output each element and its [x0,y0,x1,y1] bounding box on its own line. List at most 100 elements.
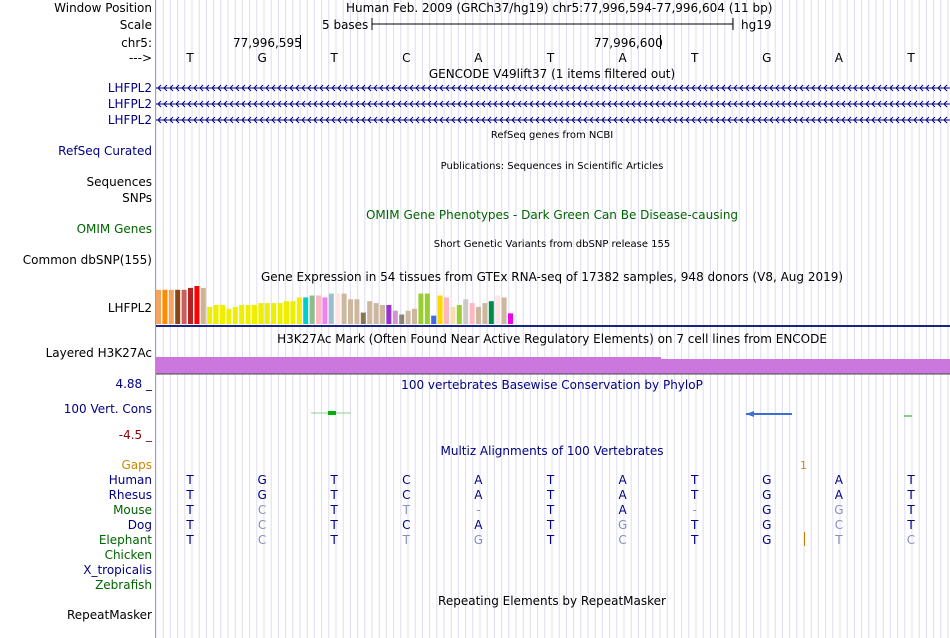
gtex-tissue-bar [348,299,353,324]
gencode-strand-chevron [553,84,558,92]
gtex-tissue-bar [207,306,213,324]
gencode-label-1[interactable]: LHFPL2 [107,81,152,95]
gencode-strand-chevron [667,116,672,124]
gtex-tissue-bar [418,293,424,324]
aligned-base: T [546,503,555,517]
dbsnp-label[interactable]: Common dbSNP(155) [22,253,152,267]
multiz-title[interactable]: Multiz Alignments of 100 Vertebrates [440,444,664,458]
gencode-label-3[interactable]: LHFPL2 [107,113,152,127]
publications-snps-label[interactable]: SNPs [122,191,152,205]
gencode-strand-chevron [679,100,684,108]
gencode-strand-chevron [457,100,462,108]
species-label[interactable]: Zebrafish [95,578,152,592]
gencode-strand-chevron [589,116,594,124]
gencode-strand-chevron [451,116,456,124]
gencode-strand-chevron [679,116,684,124]
aligned-base: G [617,518,628,532]
aligned-base: G [762,488,772,502]
aligned-base: C [402,473,411,487]
gencode-strand-chevron [913,116,918,124]
repeatmasker-label[interactable]: RepeatMasker [66,608,152,622]
species-label[interactable]: Elephant [98,533,152,547]
gencode-strand-chevron [673,84,678,92]
gencode-strand-chevron [673,116,678,124]
gencode-strand-chevron [889,100,894,108]
gencode-strand-chevron [547,100,552,108]
h3k27ac-label[interactable]: Layered H3K27Ac [45,346,152,360]
coord-left: 77,996,595 [233,36,302,50]
gencode-strand-chevron [889,116,894,124]
gencode-strand-chevron [799,116,804,124]
species-label[interactable]: Rhesus [108,488,152,502]
gencode-strand-chevron [775,84,780,92]
species-label[interactable]: X_tropicalis [83,563,152,577]
h3k27ac-signal[interactable] [156,355,950,375]
h3k27ac-title[interactable]: H3K27Ac Mark (Often Found Near Active Re… [277,332,827,346]
gencode-strand-chevron [337,100,342,108]
h3k27ac-signal-high [156,357,661,374]
publications-sequences-label[interactable]: Sequences [86,175,152,189]
phylop-label[interactable]: 100 Vert. Cons [63,402,152,416]
omim-label[interactable]: OMIM Genes [76,222,152,236]
gencode-strand-chevron [685,84,690,92]
gencode-strand-chevron [397,84,402,92]
aligned-base: T [835,533,843,547]
aligned-base: T [907,488,915,502]
gencode-strand-chevron [313,116,318,124]
gtex-title[interactable]: Gene Expression in 54 tissues from GTEx … [260,270,844,284]
gencode-strand-chevron [481,100,486,108]
gencode-strand-chevron [721,84,726,92]
gencode-strand-chevron [307,100,312,108]
gencode-strand-chevron [859,116,864,124]
refseq-title[interactable]: RefSeq genes from NCBI [490,130,614,141]
publications-title[interactable]: Publications: Sequences in Scientific Ar… [440,161,664,172]
gencode-strand-chevron [271,84,276,92]
gencode-strand-chevron [835,100,840,108]
aligned-base: T [691,533,699,547]
gencode-title[interactable]: GENCODE V49lift37 (1 items filtered out) [428,67,676,81]
gencode-strand-chevron [553,100,558,108]
gencode-strand-chevron [499,100,504,108]
aligned-base: T [546,533,555,547]
gencode-strand-chevron [727,116,732,124]
gencode-strand-chevron [523,100,528,108]
aligned-base: C [257,533,267,547]
gtex-bar-chart[interactable] [156,284,950,328]
refseq-label[interactable]: RefSeq Curated [58,144,152,158]
gencode-label-2[interactable]: LHFPL2 [107,97,152,111]
gencode-strand-chevron [649,84,654,92]
gencode-strand-chevron [919,100,924,108]
gencode-strand-chevron [403,116,408,124]
h3k27ac-signal-low [661,359,950,374]
dbsnp-title[interactable]: Short Genetic Variants from dbSNP releas… [433,239,671,250]
species-label[interactable]: Chicken [104,548,152,562]
gencode-strand-chevron [421,116,426,124]
species-label[interactable]: Mouse [113,503,152,517]
gencode-strand-chevron [433,100,438,108]
omim-title[interactable]: OMIM Gene Phenotypes - Dark Green Can Be… [365,208,739,222]
gencode-strand-chevron [625,116,630,124]
gencode-strand-chevron [235,100,240,108]
gencode-strand-chevron [283,100,288,108]
gencode-strand-chevron [943,84,948,92]
multiz-gaps-label[interactable]: Gaps [121,458,152,472]
chrom-label: chr5: [121,36,152,50]
gencode-strand-chevron [793,116,798,124]
gtex-label[interactable]: LHFPL2 [107,301,152,315]
phylop-track[interactable] [156,405,950,421]
gencode-strand-chevron [637,100,642,108]
gencode-transcripts[interactable] [156,80,950,128]
gencode-strand-chevron [445,116,450,124]
gencode-strand-chevron [205,100,210,108]
gencode-strand-chevron [793,100,798,108]
reference-base: T [907,51,915,65]
gencode-strand-chevron [661,100,666,108]
phylop-title[interactable]: 100 vertebrates Basewise Conservation by… [401,378,703,392]
species-label[interactable]: Dog [127,518,152,532]
gencode-strand-chevron [559,100,564,108]
species-label[interactable]: Human [108,473,152,487]
coord-right: 77,996,600 [594,36,663,50]
gtex-tissue-bar [437,295,443,324]
gencode-strand-chevron [397,100,402,108]
repeatmasker-title[interactable]: Repeating Elements by RepeatMasker [438,594,666,608]
